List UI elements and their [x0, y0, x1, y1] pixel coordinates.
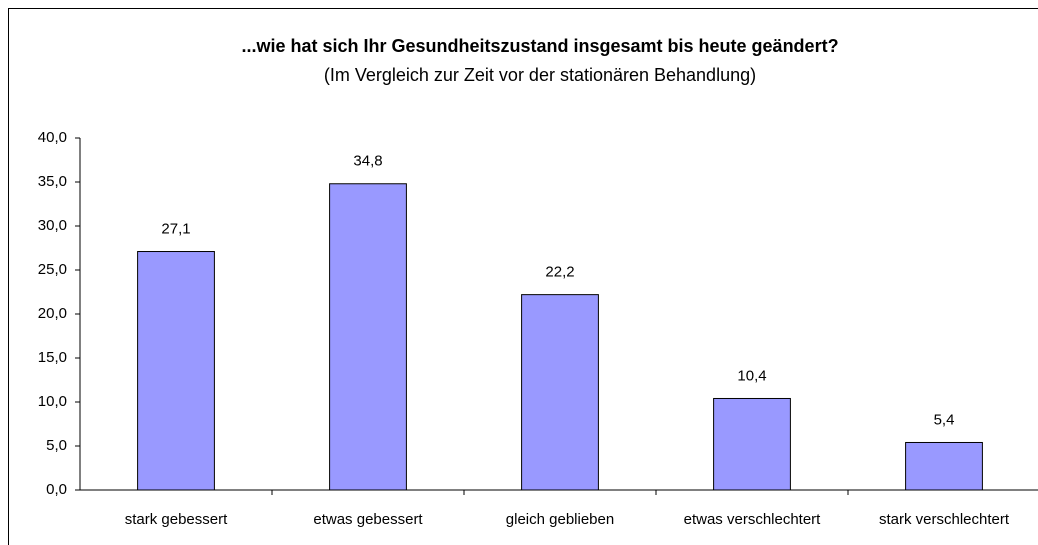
value-label: 10,4 — [737, 367, 766, 384]
x-tick-label: gleich geblieben — [506, 511, 614, 528]
bar — [905, 441, 983, 491]
bar — [713, 397, 791, 491]
value-label: 34,8 — [353, 153, 382, 170]
y-tick-label: 30,0 — [38, 217, 67, 234]
chart-subtitle: (Im Vergleich zur Zeit vor der stationär… — [324, 65, 756, 85]
x-tick-label: etwas verschlechtert — [684, 511, 822, 528]
x-tick-label: etwas gebessert — [313, 511, 423, 528]
bar — [137, 251, 215, 491]
bar — [521, 294, 599, 491]
y-tick-label: 25,0 — [38, 261, 67, 278]
y-tick-label: 0,0 — [46, 481, 67, 498]
value-label: 22,2 — [545, 264, 574, 281]
y-tick-label: 20,0 — [38, 305, 67, 322]
chart-frame — [8, 8, 1038, 545]
bar — [329, 183, 407, 491]
y-tick-label: 35,0 — [38, 173, 67, 190]
y-tick-label: 10,0 — [38, 393, 67, 410]
value-label: 5,4 — [934, 411, 955, 428]
y-tick-label: 5,0 — [46, 437, 67, 454]
y-tick-label: 40,0 — [38, 129, 67, 146]
y-tick-label: 15,0 — [38, 349, 67, 366]
chart-title: ...wie hat sich Ihr Gesundheitszustand i… — [241, 36, 838, 56]
x-tick-label: stark verschlechtert — [879, 511, 1010, 528]
x-tick-label: stark gebessert — [125, 511, 228, 528]
value-label: 27,1 — [161, 220, 190, 237]
